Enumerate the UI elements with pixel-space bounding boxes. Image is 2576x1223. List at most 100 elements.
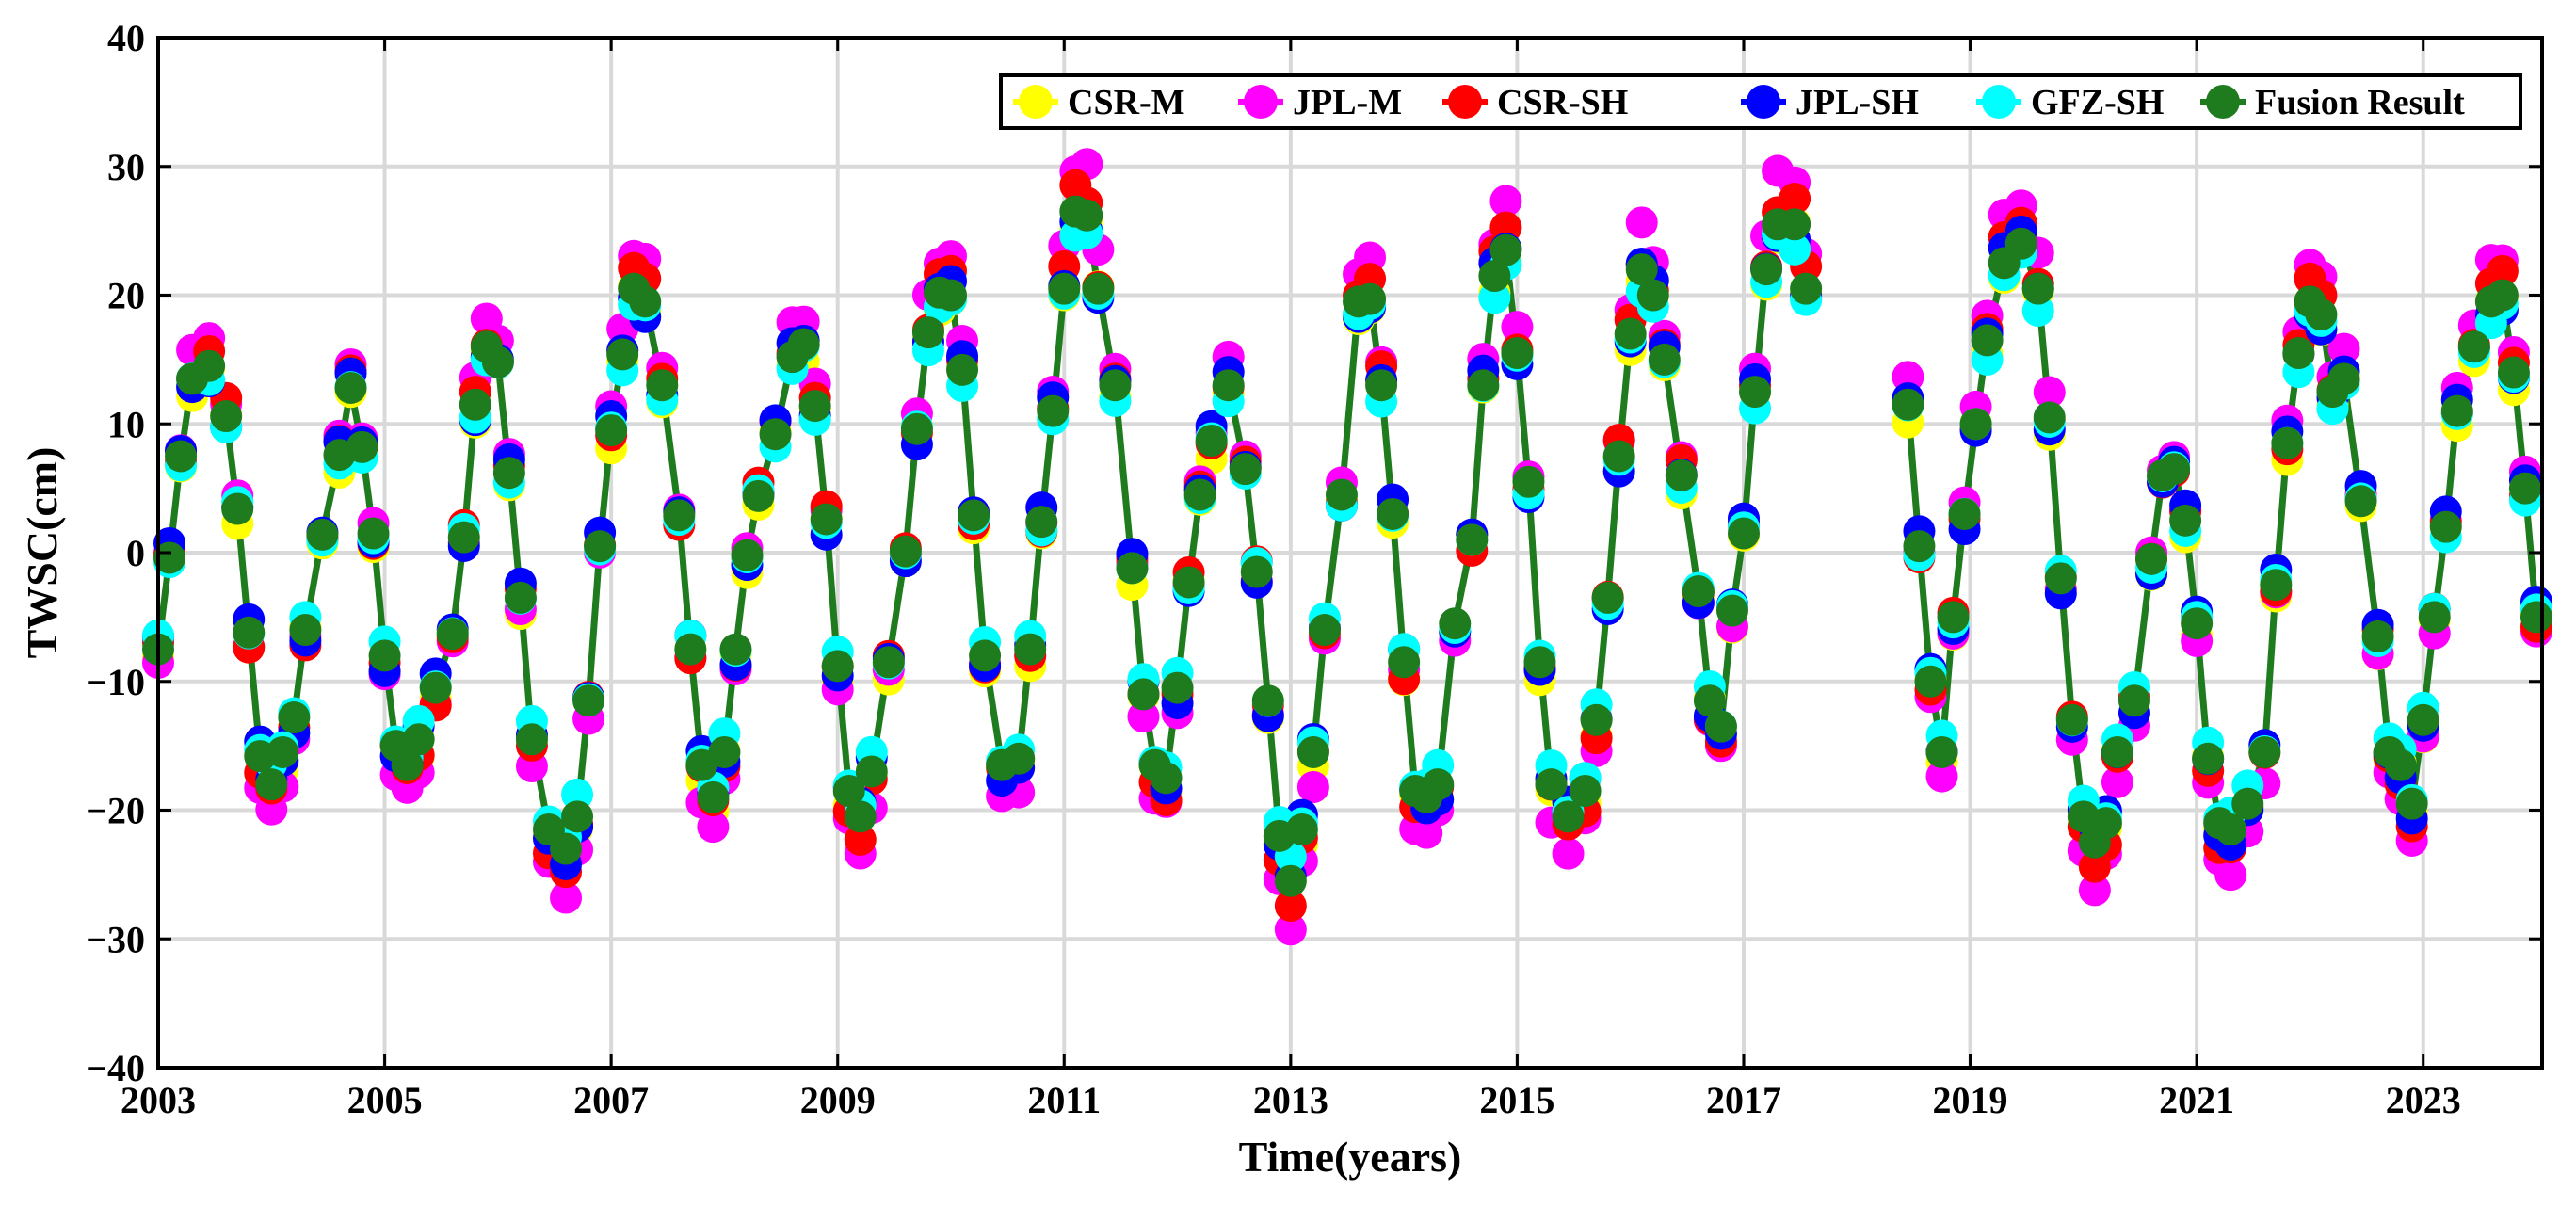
fusion-point-98 [1377,497,1409,530]
fusion-point-18 [368,639,401,672]
legend-marker-3 [1747,85,1780,119]
fusion-point-131 [1790,272,1823,305]
fusion-point-142 [2021,272,2054,305]
legend-label-5: Fusion Result [2255,83,2465,122]
fusion-point-30 [515,723,548,756]
fusion-point-77 [1116,552,1149,585]
fusion-point-135 [1925,735,1958,768]
fusion-point-179 [2486,279,2519,312]
csr-sh-point-130 [1779,183,1811,216]
fusion-point-24 [447,521,480,554]
legend-label-4: GFZ-SH [2031,83,2164,122]
y-tick-label-4: 0 [126,532,145,574]
y-tick-label-2: −20 [86,790,145,832]
jpl-m-point-158 [2214,859,2247,892]
fusion-point-68 [1003,742,1036,775]
fusion-point-2 [165,440,198,473]
fusion-point-161 [2260,569,2293,602]
legend-marker-0 [1019,85,1053,119]
csr-sh-point-90 [1274,890,1307,923]
fusion-point-169 [2361,620,2394,652]
fusion-point-93 [1308,614,1341,647]
fusion-point-154 [2169,504,2202,537]
fusion-point-149 [2101,735,2133,768]
fusion-point-76 [1099,369,1132,402]
fusion-point-167 [2327,362,2360,395]
fusion-point-40 [646,369,679,402]
fusion-point-114 [1580,703,1613,736]
fusion-point-15 [334,371,367,404]
fusion-point-182 [2520,601,2552,634]
fusion-point-72 [1048,272,1081,305]
fusion-point-44 [697,780,730,813]
fusion-point-69 [1014,633,1047,666]
fusion-point-1 [153,541,186,574]
jpl-m-point-135 [1925,760,1958,793]
gfz-sh-point-130 [1779,233,1811,266]
fusion-point-156 [2192,742,2225,775]
jpl-m-point-32 [550,881,583,914]
fusion-point-104 [1456,523,1489,556]
fusion-point-13 [306,518,339,551]
fusion-point-103 [1439,607,1472,640]
fusion-point-74 [1071,199,1103,232]
fusion-point-145 [2055,703,2088,736]
jpl-m-point-118 [1625,206,1658,239]
fusion-point-126 [1727,517,1760,550]
x-tick-label-6: 2015 [1479,1079,1554,1121]
y-tick-label-5: 10 [107,403,145,445]
fusion-point-55 [832,774,865,807]
fusion-point-136 [1937,601,1970,634]
fusion-point-181 [2508,472,2541,505]
gfz-sh-point-142 [2021,294,2054,327]
fusion-point-7 [233,616,266,649]
fusion-point-28 [492,457,525,490]
fusion-point-175 [2429,510,2462,543]
fusion-point-37 [606,338,639,371]
fusion-point-82 [1172,566,1205,599]
fusion-point-105 [1467,369,1500,402]
fusion-point-128 [1750,253,1783,286]
fusion-point-176 [2440,394,2473,427]
fusion-point-96 [1354,282,1387,315]
tick-labels: 2003 2005 2007 2009 2011 2013 2015 2017 2019 2021… [86,17,2460,1121]
fusion-point-78 [1127,678,1160,711]
fusion-point-75 [1082,272,1115,305]
fusion-point-116 [1602,440,1635,473]
fusion-point-119 [1636,279,1669,312]
fusion-point-52 [798,390,831,423]
ticks [156,36,2542,1070]
y-axis-title: TWSC(cm) [18,447,66,659]
fusion-point-111 [1535,768,1568,801]
fusion-point-42 [674,633,707,666]
legend-label-2: CSR-SH [1497,83,1628,122]
y-tick-label-3: −10 [86,661,145,703]
fusion-point-158 [2214,813,2247,846]
y-tick-label-8: 40 [107,17,145,59]
fusion-point-49 [759,418,792,451]
fusion-point-21 [402,723,435,756]
jpl-m-point-92 [1296,770,1329,803]
fusion-point-133 [1903,530,1936,563]
fusion-point-33 [561,800,594,833]
fusion-point-143 [2033,401,2066,434]
fusion-point-91 [1285,813,1318,846]
jpl-m-point-112 [1552,837,1585,870]
fusion-point-180 [2497,356,2530,389]
fusion-point-83 [1183,478,1216,511]
fusion-point-47 [731,539,764,571]
fusion-point-168 [2344,485,2377,518]
legend-label-1: JPL-M [1293,83,1402,122]
fusion-point-56 [844,800,877,833]
x-tick-label-10: 2023 [2386,1079,2461,1121]
fusion-point-64 [946,353,979,386]
jpl-m-point-147 [2078,874,2111,907]
fusion-point-150 [2117,684,2150,717]
fusion-point-141 [2004,227,2037,260]
fusion-point-25 [459,388,491,421]
fusion-point-115 [1591,581,1624,614]
fusion-point-36 [595,414,628,447]
x-tick-label-9: 2021 [2159,1079,2234,1121]
fusion-point-124 [1704,710,1737,743]
legend-label-3: JPL-SH [1795,83,1919,122]
